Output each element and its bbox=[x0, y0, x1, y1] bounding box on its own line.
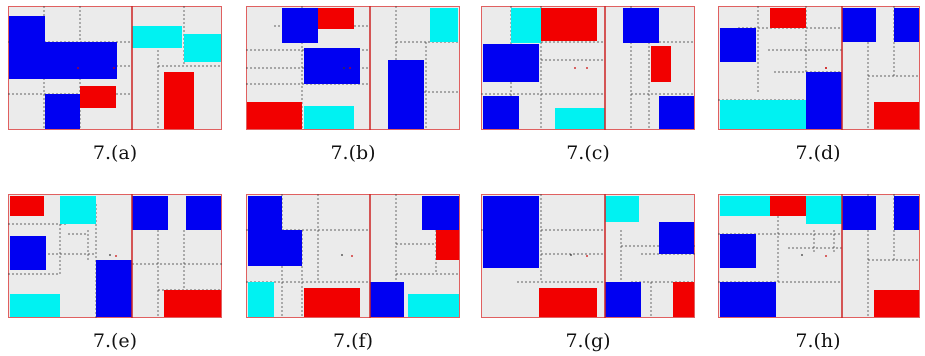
block-red bbox=[874, 102, 919, 129]
block-blue bbox=[623, 8, 659, 43]
block-red bbox=[651, 46, 671, 82]
figure-caption: 7.(b) bbox=[330, 142, 376, 164]
block-blue bbox=[894, 196, 919, 230]
block-blue bbox=[842, 196, 876, 230]
block-blue bbox=[45, 42, 117, 79]
block-blue bbox=[720, 28, 756, 62]
block-cyan bbox=[555, 108, 605, 129]
block-blue bbox=[9, 16, 45, 79]
figure-panel-d bbox=[718, 6, 920, 130]
block-blue bbox=[483, 196, 539, 268]
block-blue bbox=[304, 48, 360, 84]
block-blue bbox=[422, 196, 459, 230]
block-cyan bbox=[304, 106, 354, 129]
block-red bbox=[164, 290, 221, 317]
block-blue bbox=[605, 282, 641, 317]
block-blue bbox=[248, 196, 282, 266]
block-blue bbox=[720, 234, 756, 268]
block-cyan bbox=[132, 26, 182, 48]
figure-panel-f bbox=[246, 194, 460, 318]
block-blue bbox=[720, 282, 776, 317]
block-cyan bbox=[408, 294, 459, 317]
figure-panel-h bbox=[718, 194, 920, 318]
block-blue bbox=[842, 8, 876, 42]
block-blue bbox=[10, 236, 46, 270]
block-cyan bbox=[806, 196, 842, 224]
block-blue bbox=[45, 94, 80, 129]
block-blue bbox=[282, 8, 318, 43]
figure-panel-g bbox=[481, 194, 695, 318]
figure-panel-a bbox=[8, 6, 222, 130]
block-red bbox=[541, 8, 597, 41]
block-red bbox=[539, 288, 597, 317]
block-red bbox=[164, 72, 194, 129]
block-cyan bbox=[184, 34, 221, 62]
block-blue bbox=[806, 72, 842, 129]
block-red bbox=[436, 230, 459, 260]
block-cyan bbox=[430, 8, 458, 42]
block-blue bbox=[388, 60, 424, 129]
block-blue bbox=[894, 8, 919, 42]
block-blue bbox=[96, 260, 132, 317]
block-cyan bbox=[720, 100, 806, 129]
block-cyan bbox=[248, 282, 274, 317]
block-red bbox=[318, 8, 354, 29]
block-red bbox=[10, 196, 44, 216]
block-cyan bbox=[511, 8, 541, 43]
block-blue bbox=[370, 282, 404, 317]
figure-caption: 7.(g) bbox=[565, 330, 611, 352]
block-red bbox=[673, 282, 694, 317]
block-cyan bbox=[720, 196, 770, 216]
figure-caption: 7.(h) bbox=[795, 330, 841, 352]
block-red bbox=[304, 288, 360, 317]
block-blue bbox=[659, 96, 694, 129]
figure-panel-e bbox=[8, 194, 222, 318]
figure-panel-b bbox=[246, 6, 460, 130]
block-blue bbox=[282, 230, 302, 266]
block-blue bbox=[132, 196, 168, 230]
figure-panel-c bbox=[481, 6, 695, 130]
block-blue bbox=[483, 44, 539, 82]
block-cyan bbox=[60, 196, 96, 224]
block-blue bbox=[659, 222, 694, 254]
block-cyan bbox=[605, 196, 639, 222]
figure-caption: 7.(e) bbox=[92, 330, 138, 352]
figure-caption: 7.(d) bbox=[795, 142, 841, 164]
block-red bbox=[874, 290, 919, 317]
figure-caption: 7.(a) bbox=[92, 142, 138, 164]
block-cyan bbox=[10, 294, 60, 317]
block-red bbox=[770, 8, 806, 28]
block-red bbox=[770, 196, 806, 216]
block-red bbox=[80, 86, 116, 108]
figure-caption: 7.(f) bbox=[333, 330, 373, 352]
figure-caption: 7.(c) bbox=[566, 142, 610, 164]
block-blue bbox=[483, 96, 519, 129]
block-blue bbox=[186, 196, 221, 230]
block-red bbox=[247, 102, 302, 129]
